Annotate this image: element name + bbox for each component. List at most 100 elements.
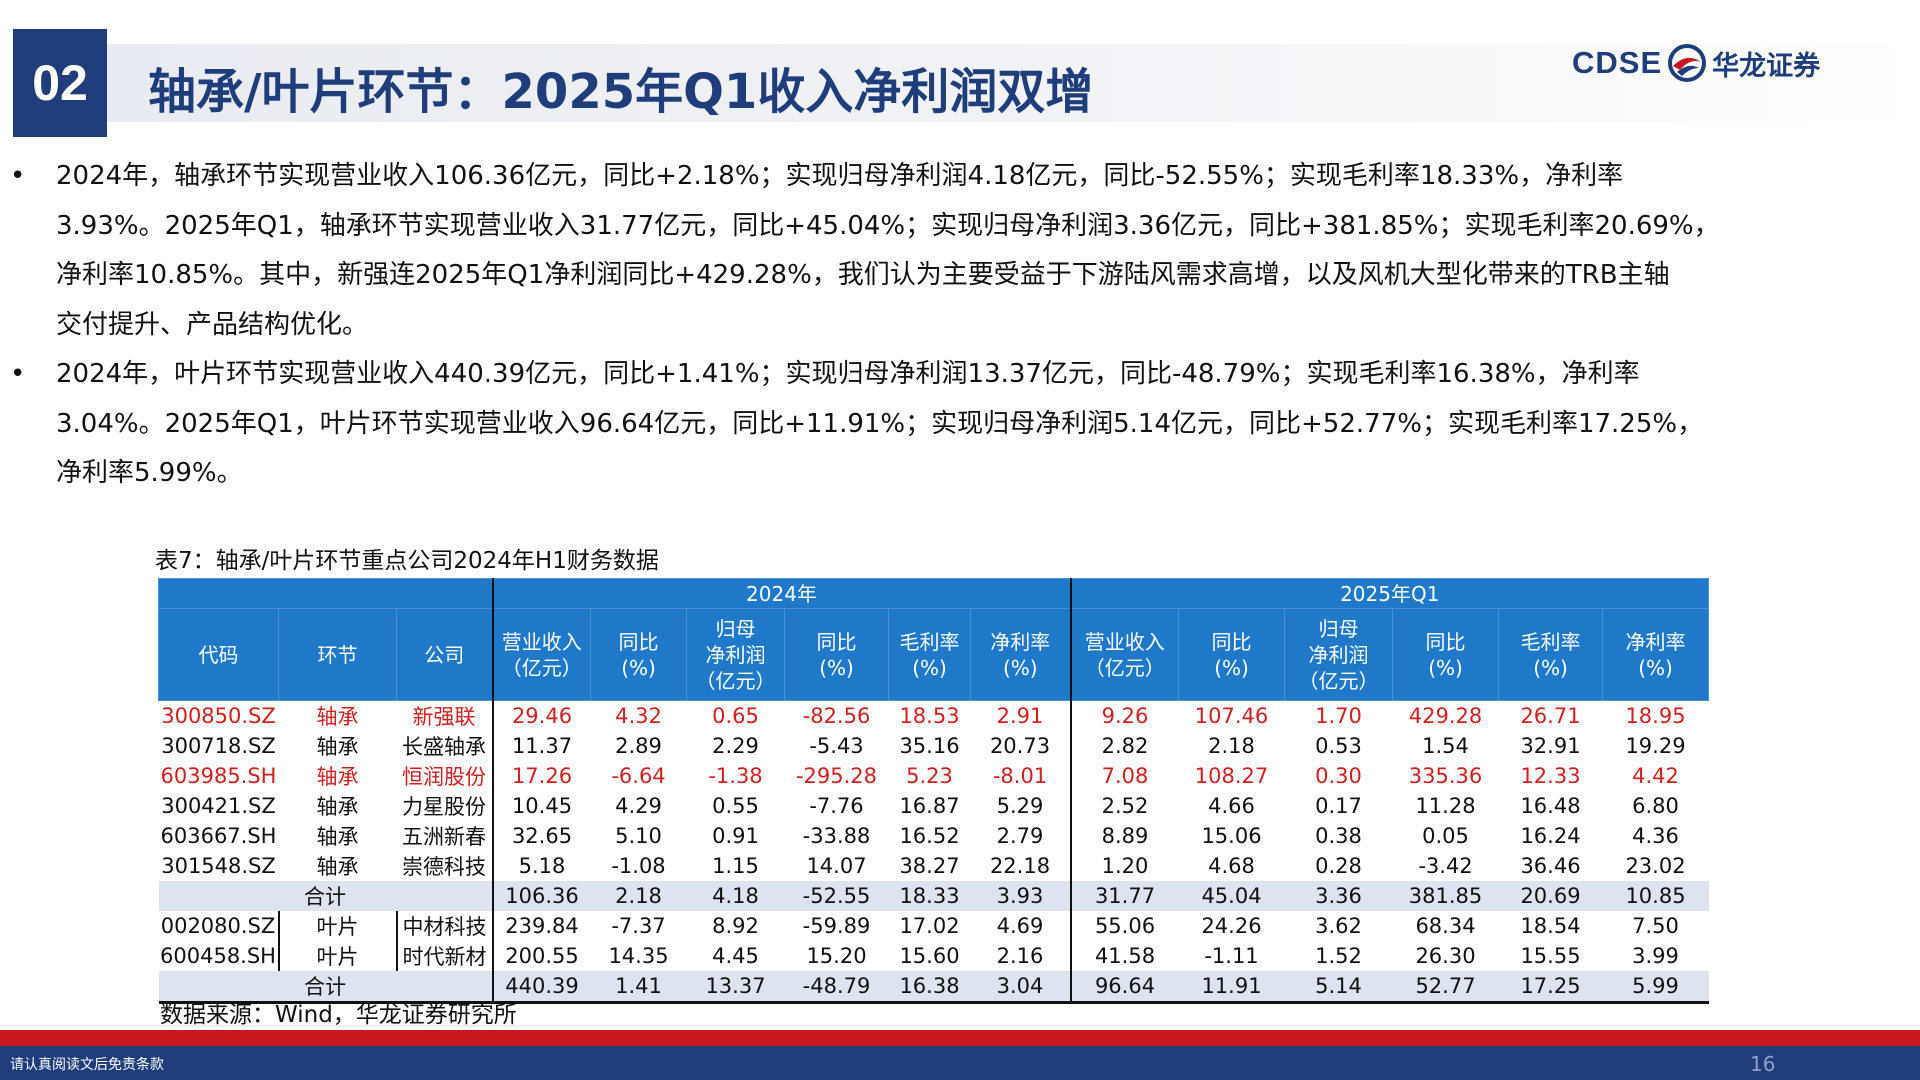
- financial-table: 2024年 2025年Q1 代码 环节 公司 营业收入 （亿元） 同比 (%) 归母 净利…: [158, 578, 1709, 1004]
- cell-value: 20.73: [989, 734, 1051, 758]
- cell-code: 002080.SZ: [160, 914, 276, 938]
- column-header-line: (%): [1533, 655, 1568, 680]
- cell-value: 45.04: [1178, 881, 1285, 911]
- cell-segment: 叶片: [277, 941, 397, 971]
- table-row: 600458.SH 叶片 时代新材 200.55 14.35 4.45 15.20 15.60…: [159, 941, 1709, 971]
- cell-value: 335.36: [1408, 764, 1483, 788]
- cell-value: 3.62: [1315, 914, 1362, 938]
- section-number: 02: [13, 29, 107, 137]
- footer-red-band: [0, 1030, 1920, 1046]
- footer-disclaimer: 请认真阅读文后免责条款: [10, 1057, 164, 1073]
- cell-value: 52.77: [1392, 971, 1499, 1003]
- column-header-line: 同比: [618, 629, 659, 654]
- cell-value: 0.53: [1315, 734, 1362, 758]
- group-header-2024: 2024年: [491, 578, 1071, 609]
- cell-company: 长盛轴承: [402, 735, 486, 759]
- cell-code: 600458.SH: [160, 944, 276, 968]
- cell-subtotal-label: 合计: [158, 881, 493, 911]
- cell-value: 4.36: [1632, 824, 1679, 848]
- cell-value: 5.14: [1284, 971, 1393, 1003]
- column-header-line: 同比: [1211, 629, 1252, 654]
- cell-value: 24.26: [1201, 914, 1262, 938]
- cell-value: 36.46: [1520, 854, 1581, 878]
- cell-value: 41.58: [1069, 941, 1179, 971]
- table-row: 300850.SZ 轴承 新强联 29.46 4.32 0.65 -82.56 18.53 2.…: [159, 700, 1709, 731]
- cell-value: 19.29: [1625, 734, 1686, 758]
- cell-value: 32.91: [1520, 734, 1581, 758]
- cell-value: 2.52: [1069, 791, 1179, 821]
- bullet-dot-icon: •: [10, 359, 26, 389]
- cell-value: 0.30: [1315, 764, 1362, 788]
- cell-value: 16.38: [888, 971, 971, 1003]
- table-source: 数据来源：Wind，华龙证券研究所: [160, 1002, 517, 1028]
- cell-value: 1.54: [1422, 734, 1469, 758]
- cell-value: 15.60: [899, 944, 960, 968]
- cell-value: 16.24: [1520, 824, 1581, 848]
- cell-value: -8.01: [992, 764, 1048, 788]
- column-header-company: 公司: [396, 608, 493, 701]
- cell-value: 10.85: [1602, 881, 1709, 911]
- cell-value: 17.26: [491, 761, 591, 791]
- column-header-metric: 归母 净利润 （亿元）: [686, 608, 785, 701]
- column-header-line: (%): [1214, 655, 1249, 680]
- column-header-metric: 同比 (%): [784, 608, 889, 701]
- cell-value: -6.64: [611, 764, 666, 788]
- column-header-metric: 营业收入 （亿元）: [491, 608, 591, 701]
- cell-value: -1.08: [611, 854, 666, 878]
- cell-value: 26.71: [1520, 704, 1581, 728]
- cell-value: 0.17: [1315, 794, 1362, 818]
- cell-value: -7.76: [809, 794, 864, 818]
- cell-value: 38.27: [899, 854, 960, 878]
- footer-blue-band: [0, 1046, 1920, 1080]
- bullet-bearing: • 2024年，轴承环节实现营业收入106.36亿元，同比+2.18%；实现归母…: [0, 152, 1920, 350]
- cell-value: 2.16: [996, 944, 1044, 968]
- cell-value: 11.28: [1415, 794, 1476, 818]
- header-blank: [158, 578, 493, 609]
- cell-value: 17.25: [1498, 971, 1603, 1003]
- column-header-metric: 同比 (%): [590, 608, 687, 701]
- cell-value: 107.46: [1194, 704, 1269, 728]
- cell-value: 10.45: [491, 791, 591, 821]
- cell-value: 2.18: [1208, 734, 1255, 758]
- cell-value: 2.79: [996, 824, 1044, 848]
- page-number: 16: [1750, 1052, 1776, 1076]
- cell-value: -1.38: [708, 764, 763, 788]
- column-header-line: 归母: [715, 616, 756, 641]
- cell-value: 20.69: [1498, 881, 1603, 911]
- cell-value: 14.35: [608, 944, 669, 968]
- cell-value: 5.23: [906, 764, 953, 788]
- column-header-line: 净利润: [1308, 642, 1369, 667]
- column-header-line: (%): [912, 655, 947, 680]
- company-logo: CDSE 华龙证券: [1572, 38, 1820, 88]
- cell-value: 35.16: [899, 734, 960, 758]
- cell-company: 崇德科技: [402, 855, 486, 879]
- table-row: 603985.SH 轴承 恒润股份 17.26 -6.64 -1.38 -295.28 5.2…: [159, 761, 1709, 791]
- column-header-metric: 归母 净利润 （亿元）: [1284, 608, 1393, 701]
- column-header-line: 毛利率: [899, 629, 960, 654]
- cell-value: 16.52: [899, 824, 960, 848]
- column-header-line: (%): [1638, 655, 1673, 680]
- cell-value: 0.38: [1315, 824, 1362, 848]
- column-header-metric: 同比 (%): [1178, 608, 1285, 701]
- cell-value: 5.18: [491, 851, 591, 881]
- cell-company: 力星股份: [402, 795, 486, 819]
- cell-value: 440.39: [491, 971, 591, 1003]
- cell-value: 23.02: [1625, 854, 1686, 878]
- bullet-list: • 2024年，轴承环节实现营业收入106.36亿元，同比+2.18%；实现归母…: [0, 152, 1920, 499]
- cell-value: 1.20: [1069, 851, 1179, 881]
- table-row: 603667.SH 轴承 五洲新春 32.65 5.10 0.91 -33.88 16.52 2…: [159, 821, 1709, 851]
- cell-code: 603985.SH: [160, 764, 277, 788]
- bullet-line: 2024年，轴承环节实现营业收入106.36亿元，同比+2.18%；实现归母净利…: [56, 161, 1624, 191]
- column-header-line: 同比: [1425, 629, 1466, 654]
- bullet-line: 2024年，叶片环节实现营业收入440.39亿元，同比+1.41%；实现归母净利…: [56, 359, 1640, 389]
- cell-value: 22.18: [989, 854, 1051, 878]
- cell-value: 6.80: [1632, 794, 1679, 818]
- logo-emblem-icon: [1668, 44, 1707, 82]
- cell-value: 4.68: [1208, 854, 1255, 878]
- cell-value: -82.56: [802, 704, 871, 728]
- column-header-line: 净利率: [990, 629, 1051, 654]
- table-row-subtotal: 合计 440.39 1.41 13.37 -48.79 16.38 3.04 96.64 11.…: [158, 971, 1709, 1003]
- cell-value: 2.82: [1069, 731, 1179, 761]
- cell-value: 3.93: [970, 881, 1071, 911]
- cell-segment: 轴承: [316, 825, 359, 849]
